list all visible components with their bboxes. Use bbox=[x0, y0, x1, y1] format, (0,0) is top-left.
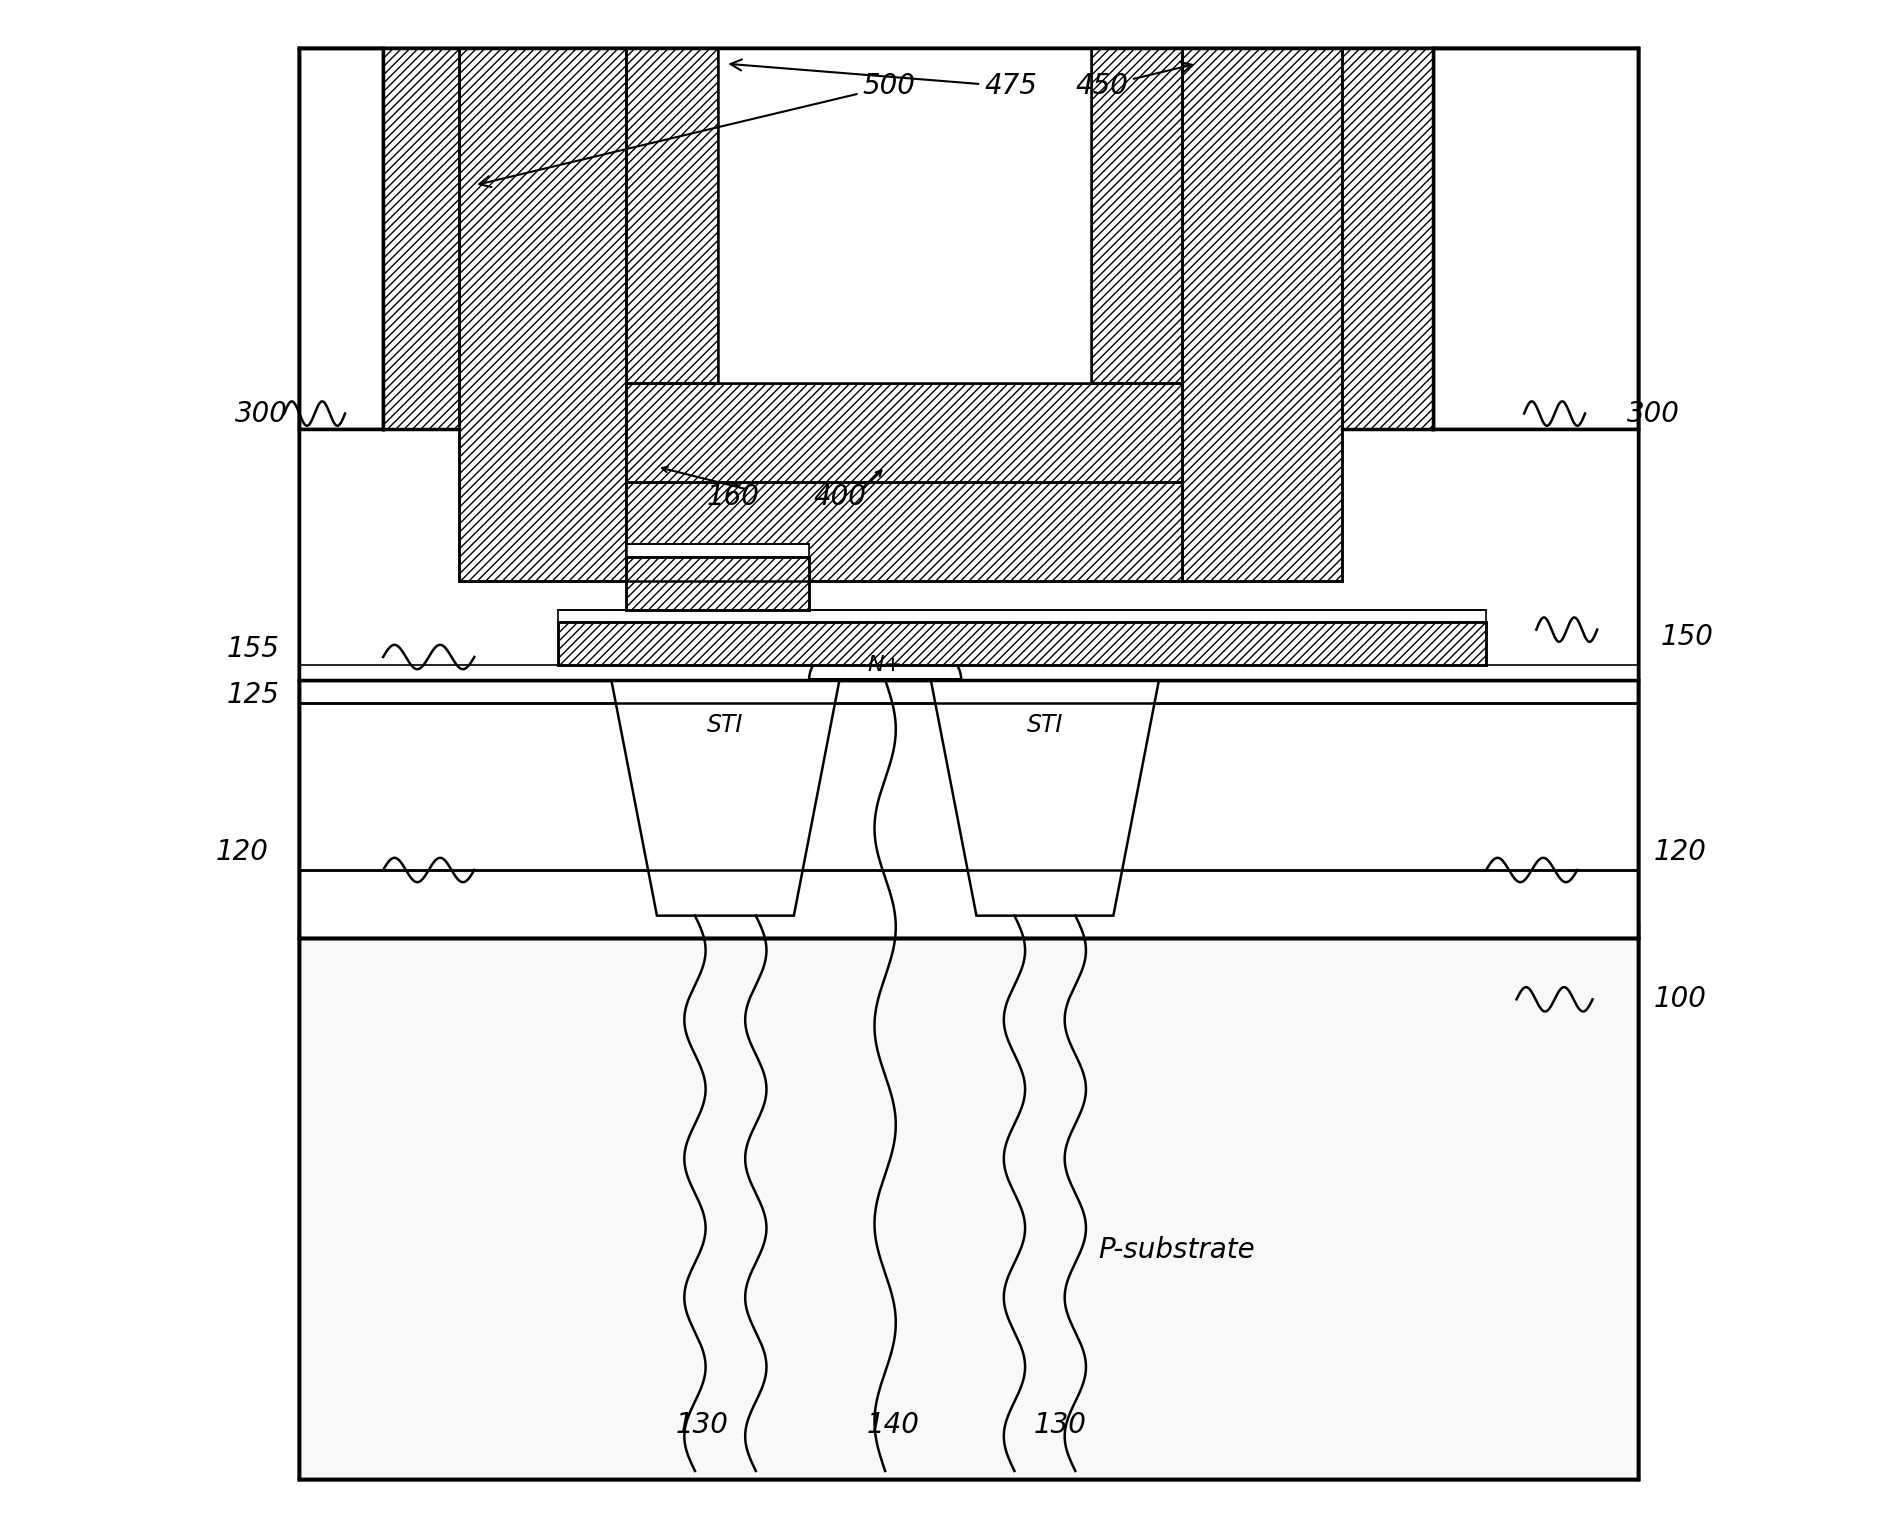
Bar bbox=[299, 680, 1638, 939]
Text: 160: 160 bbox=[706, 483, 759, 512]
Bar bbox=[717, 49, 1090, 383]
Bar bbox=[1432, 49, 1638, 429]
Bar bbox=[299, 49, 382, 429]
Text: 130: 130 bbox=[675, 1411, 728, 1440]
Text: 120: 120 bbox=[1654, 838, 1707, 866]
Text: 100: 100 bbox=[1654, 985, 1707, 1014]
Polygon shape bbox=[611, 680, 840, 916]
Polygon shape bbox=[810, 634, 961, 680]
Bar bbox=[626, 483, 1182, 580]
Bar bbox=[482, 200, 1341, 649]
Text: STI: STI bbox=[1027, 713, 1063, 738]
Bar bbox=[299, 580, 460, 680]
Bar bbox=[1341, 49, 1638, 680]
Text: 155: 155 bbox=[227, 635, 280, 663]
Bar bbox=[299, 49, 1638, 1478]
Text: N+: N+ bbox=[868, 655, 902, 675]
Bar bbox=[299, 49, 482, 680]
Bar bbox=[299, 924, 1638, 1478]
Text: 450: 450 bbox=[1075, 63, 1192, 101]
Text: 300: 300 bbox=[1627, 400, 1680, 428]
Text: 140: 140 bbox=[867, 1411, 920, 1440]
Bar bbox=[626, 556, 810, 609]
Text: 150: 150 bbox=[1661, 623, 1714, 651]
Bar bbox=[558, 621, 1485, 664]
Text: 120: 120 bbox=[216, 838, 269, 866]
Bar bbox=[299, 664, 1638, 680]
Bar bbox=[299, 49, 1638, 1478]
Text: 130: 130 bbox=[1033, 1411, 1086, 1440]
Polygon shape bbox=[931, 680, 1160, 916]
Text: P-substrate: P-substrate bbox=[1097, 1237, 1254, 1264]
Text: 125: 125 bbox=[227, 681, 280, 709]
Bar bbox=[626, 49, 717, 383]
Bar bbox=[299, 429, 382, 680]
Bar bbox=[626, 383, 1182, 483]
Bar bbox=[1341, 580, 1638, 680]
Text: 400: 400 bbox=[814, 483, 867, 512]
Text: STI: STI bbox=[708, 713, 744, 738]
Text: 300: 300 bbox=[235, 400, 288, 428]
Bar bbox=[1090, 49, 1182, 383]
Bar bbox=[460, 49, 626, 580]
Bar bbox=[626, 545, 810, 556]
Bar bbox=[626, 49, 1182, 383]
Text: 500: 500 bbox=[479, 72, 916, 186]
Bar bbox=[1432, 429, 1638, 680]
Bar bbox=[558, 609, 1485, 621]
Bar bbox=[1341, 49, 1432, 429]
Text: 475: 475 bbox=[730, 60, 1037, 101]
Bar bbox=[382, 49, 460, 429]
Bar bbox=[1182, 49, 1341, 580]
